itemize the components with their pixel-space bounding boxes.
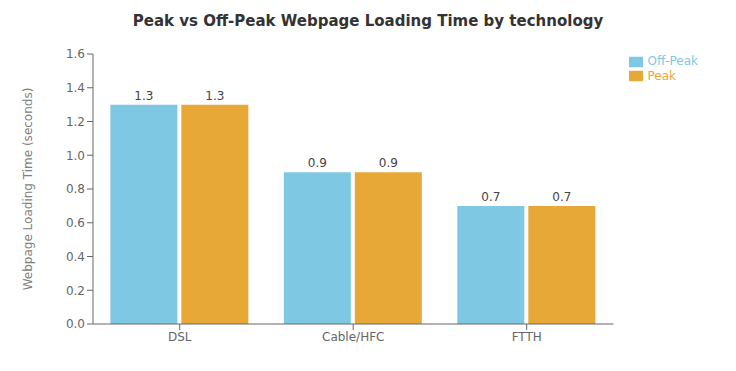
html-text:Peak vs Off-Peak Webpage Loadi: Peak vs Off-Peak Webpage Loading Time by… [132,12,604,30]
svg-text:0.9: 0.9 [308,156,327,170]
svg-text:1.2: 1.2 [66,115,85,129]
svg-text:0.7: 0.7 [552,190,571,204]
svg-text:0.4: 0.4 [66,250,85,264]
svg-text:DSL: DSL [168,330,192,344]
svg-text:1.6: 1.6 [66,47,85,61]
html-text:Off-Peak: Off-Peak [647,54,698,68]
svg-text:1.4: 1.4 [66,81,85,95]
svg-text:0.7: 0.7 [481,190,500,204]
svg-text:0.6: 0.6 [66,216,85,230]
svg-text:1.3: 1.3 [205,89,224,103]
svg-text:Webpage Loading Time (seconds): Webpage Loading Time (seconds) [21,88,35,291]
svg-text:0.0: 0.0 [66,317,85,331]
svg-text:0.8: 0.8 [66,182,85,196]
html-text:Peak: Peak [647,68,676,83]
svg-text:Cable/HFC: Cable/HFC [322,330,384,344]
svg-text:1.3: 1.3 [134,89,153,103]
svg-text:0.9: 0.9 [379,156,398,170]
svg-text:FTTH: FTTH [512,330,542,344]
svg-text:0.2: 0.2 [66,284,85,298]
svg-text:1.0: 1.0 [66,149,85,163]
